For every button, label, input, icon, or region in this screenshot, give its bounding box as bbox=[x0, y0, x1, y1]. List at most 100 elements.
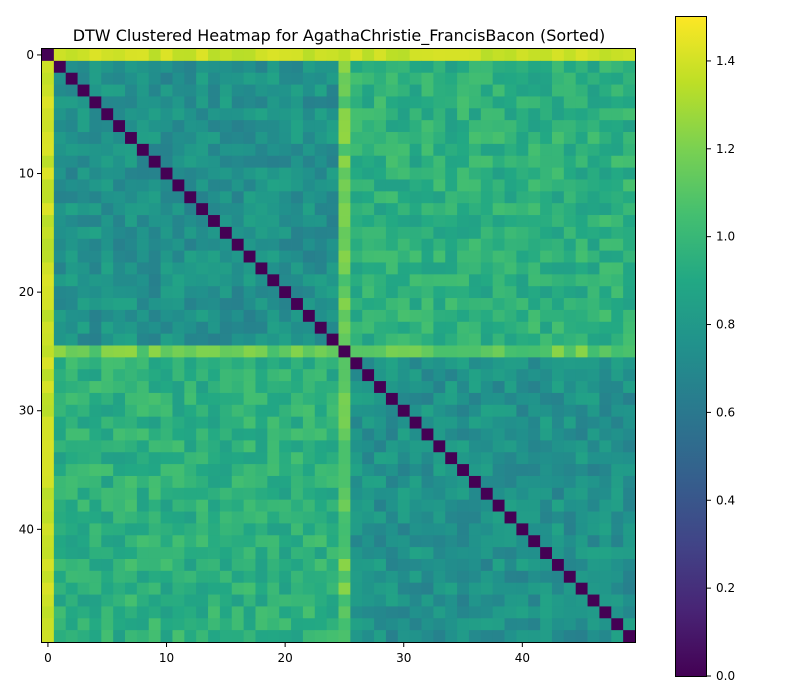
heatmap-cell bbox=[255, 393, 267, 405]
heatmap-cell bbox=[101, 417, 113, 429]
heatmap-cell bbox=[386, 322, 398, 334]
heatmap-cell bbox=[374, 120, 386, 132]
heatmap-cell bbox=[386, 547, 398, 559]
heatmap-cell bbox=[481, 49, 493, 61]
heatmap-cell bbox=[113, 322, 125, 334]
heatmap-cell bbox=[552, 120, 564, 132]
chart-title: DTW Clustered Heatmap for AgathaChristie… bbox=[73, 26, 606, 46]
heatmap-cell bbox=[552, 132, 564, 144]
heatmap-cell bbox=[457, 203, 469, 215]
heatmap-cell bbox=[196, 357, 208, 369]
heatmap-cell bbox=[576, 179, 588, 191]
heatmap-cell bbox=[564, 630, 576, 642]
heatmap-cell bbox=[255, 464, 267, 476]
heatmap-cell bbox=[54, 583, 66, 595]
heatmap-cell bbox=[196, 274, 208, 286]
heatmap-cell bbox=[540, 429, 552, 441]
heatmap-cell bbox=[481, 156, 493, 168]
heatmap-cell bbox=[469, 262, 481, 274]
heatmap-cell bbox=[433, 144, 445, 156]
heatmap-cell bbox=[469, 440, 481, 452]
heatmap-cell bbox=[362, 144, 374, 156]
heatmap-cell bbox=[398, 405, 410, 417]
heatmap-cell bbox=[149, 322, 161, 334]
heatmap-cell bbox=[481, 215, 493, 227]
heatmap-cell bbox=[623, 274, 635, 286]
heatmap-cell bbox=[422, 73, 434, 85]
heatmap-cell bbox=[149, 393, 161, 405]
heatmap-cell bbox=[232, 298, 244, 310]
heatmap-cell bbox=[422, 488, 434, 500]
heatmap-cell bbox=[161, 381, 173, 393]
heatmap-cell bbox=[611, 476, 623, 488]
heatmap-cell bbox=[588, 405, 600, 417]
heatmap-cell bbox=[42, 547, 54, 559]
heatmap-cell bbox=[315, 144, 327, 156]
heatmap-cell bbox=[457, 322, 469, 334]
heatmap-cell bbox=[113, 535, 125, 547]
heatmap-cell bbox=[623, 191, 635, 203]
heatmap-cell bbox=[350, 120, 362, 132]
heatmap-cell bbox=[89, 61, 101, 73]
heatmap-cell bbox=[208, 535, 220, 547]
heatmap-cell bbox=[113, 405, 125, 417]
heatmap-cell bbox=[540, 346, 552, 358]
heatmap-cell bbox=[505, 120, 517, 132]
heatmap-cell bbox=[255, 381, 267, 393]
heatmap-cell bbox=[445, 618, 457, 630]
heatmap-cell bbox=[89, 156, 101, 168]
heatmap-cell bbox=[552, 73, 564, 85]
heatmap-cell bbox=[493, 322, 505, 334]
heatmap-cell bbox=[232, 168, 244, 180]
heatmap-cell bbox=[244, 120, 256, 132]
heatmap-cell bbox=[315, 203, 327, 215]
heatmap-cell bbox=[516, 500, 528, 512]
heatmap-cell bbox=[125, 274, 137, 286]
heatmap-cell bbox=[232, 239, 244, 251]
heatmap-cell bbox=[244, 49, 256, 61]
heatmap-cell bbox=[374, 571, 386, 583]
heatmap-cell bbox=[78, 227, 90, 239]
heatmap-cell bbox=[255, 417, 267, 429]
heatmap-cell bbox=[350, 61, 362, 73]
heatmap-cell bbox=[445, 417, 457, 429]
heatmap-cell bbox=[576, 500, 588, 512]
heatmap-cell bbox=[374, 251, 386, 263]
heatmap-cell bbox=[172, 571, 184, 583]
heatmap-cell bbox=[232, 512, 244, 524]
heatmap-cell bbox=[113, 369, 125, 381]
heatmap-cell bbox=[161, 156, 173, 168]
heatmap-cell bbox=[125, 310, 137, 322]
heatmap-cell bbox=[410, 239, 422, 251]
heatmap-cell bbox=[599, 393, 611, 405]
heatmap-cell bbox=[540, 286, 552, 298]
heatmap-cell bbox=[528, 179, 540, 191]
heatmap-cell bbox=[386, 274, 398, 286]
heatmap-cell bbox=[149, 132, 161, 144]
heatmap-cell bbox=[54, 464, 66, 476]
heatmap-cell bbox=[516, 547, 528, 559]
heatmap-cell bbox=[137, 381, 149, 393]
heatmap-cell bbox=[599, 322, 611, 334]
heatmap-cell bbox=[599, 108, 611, 120]
heatmap-cell bbox=[457, 595, 469, 607]
heatmap-cell bbox=[386, 476, 398, 488]
heatmap-cell bbox=[291, 512, 303, 524]
heatmap-cell bbox=[137, 61, 149, 73]
heatmap-cell bbox=[611, 73, 623, 85]
heatmap-cell bbox=[540, 120, 552, 132]
heatmap-cell bbox=[374, 227, 386, 239]
heatmap-cell bbox=[611, 535, 623, 547]
heatmap-cell bbox=[291, 535, 303, 547]
heatmap-cell bbox=[184, 203, 196, 215]
heatmap-cell bbox=[161, 298, 173, 310]
heatmap-cell bbox=[161, 618, 173, 630]
heatmap-cell bbox=[220, 357, 232, 369]
heatmap-cell bbox=[172, 168, 184, 180]
heatmap-cell bbox=[149, 73, 161, 85]
heatmap-cell bbox=[493, 559, 505, 571]
heatmap-cell bbox=[244, 452, 256, 464]
heatmap-cell bbox=[469, 286, 481, 298]
heatmap-cell bbox=[184, 179, 196, 191]
heatmap-cell bbox=[101, 583, 113, 595]
